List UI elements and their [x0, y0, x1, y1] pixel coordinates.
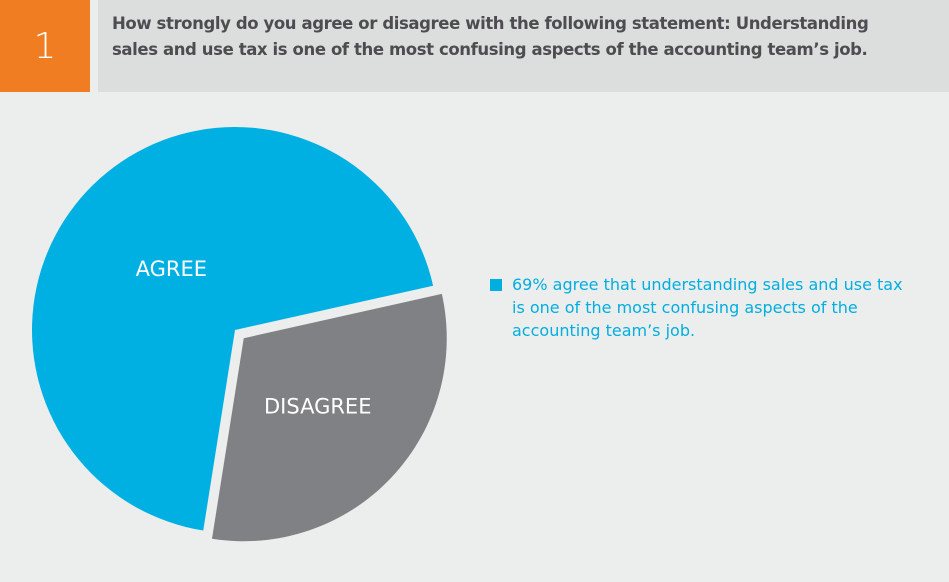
slice-label: DISAGREE: [264, 395, 371, 419]
slice-label: AGREE: [136, 257, 207, 281]
chart: AGREE DISAGREE: [32, 127, 447, 542]
pie-slice: [32, 127, 434, 531]
question-title: How strongly do you agree or disagree wi…: [112, 14, 869, 59]
bullet: [490, 279, 502, 291]
question-number: 1: [0, 0, 90, 92]
header-band: [98, 0, 949, 92]
note-text: 69% agree that understanding sales and u…: [512, 275, 903, 340]
pie-slice: [211, 293, 447, 542]
note: 69% agree that understanding sales and u…: [490, 273, 920, 342]
